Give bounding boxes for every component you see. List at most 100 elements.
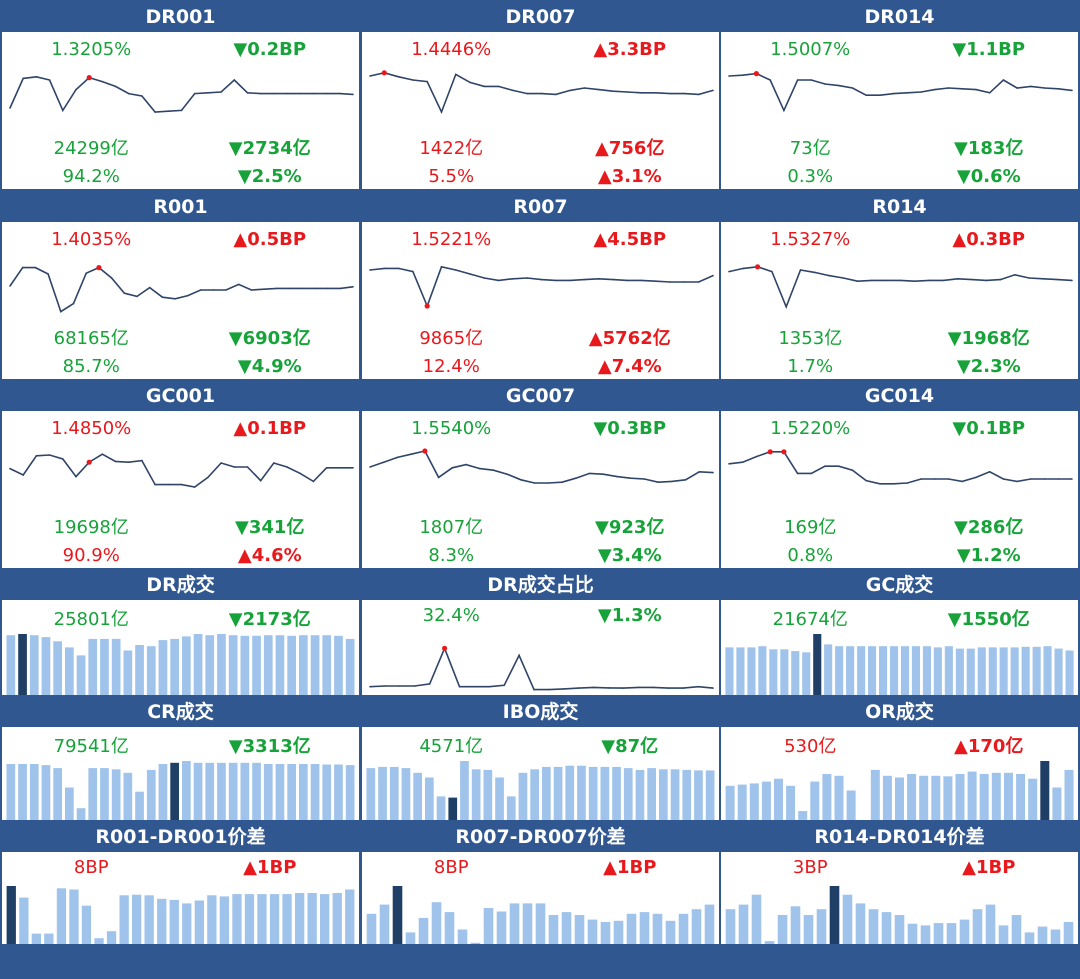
bar bbox=[682, 769, 692, 820]
bar bbox=[777, 915, 788, 944]
bar bbox=[890, 646, 899, 695]
volume-change: ▼2734亿 bbox=[228, 138, 311, 159]
bar bbox=[900, 646, 909, 695]
bar bbox=[345, 765, 355, 820]
bar bbox=[460, 761, 469, 820]
bar bbox=[244, 894, 255, 944]
bar bbox=[1021, 646, 1030, 695]
data-point bbox=[479, 467, 481, 470]
panel-dr001: DR001 1.3205% ▼0.2BP 24299亿 ▼2734亿 94.2% ▼2.5% bbox=[2, 2, 359, 189]
chart-r001 bbox=[9, 265, 354, 313]
bar bbox=[670, 769, 680, 820]
data-point bbox=[273, 92, 275, 95]
bar bbox=[665, 920, 676, 944]
bar bbox=[287, 635, 296, 695]
data-point bbox=[865, 94, 867, 96]
bar bbox=[834, 775, 844, 820]
rate-value: 1.5327% bbox=[770, 229, 851, 250]
data-point bbox=[961, 88, 963, 90]
bar bbox=[535, 903, 546, 944]
data-point-marker bbox=[422, 448, 428, 454]
data-point bbox=[167, 110, 170, 112]
data-point bbox=[697, 93, 700, 96]
main-value: 3BP bbox=[792, 857, 828, 878]
bar bbox=[193, 762, 203, 820]
data-point bbox=[506, 473, 508, 475]
data-point bbox=[246, 466, 249, 468]
panel-title: IBO成交 bbox=[362, 697, 719, 727]
data-point bbox=[597, 88, 600, 91]
data-point bbox=[497, 279, 500, 282]
bar bbox=[207, 895, 217, 944]
bar bbox=[334, 764, 343, 820]
rate-value: 1.5220% bbox=[770, 418, 851, 439]
bar bbox=[1011, 915, 1022, 944]
bar bbox=[65, 647, 74, 695]
data-point bbox=[771, 270, 773, 273]
bar bbox=[600, 766, 610, 820]
data-point bbox=[397, 267, 400, 270]
data-point bbox=[683, 92, 686, 95]
data-point bbox=[276, 287, 278, 290]
data-point bbox=[1056, 278, 1059, 281]
panel-title: GC014 bbox=[721, 381, 1078, 411]
bar bbox=[588, 766, 598, 820]
data-point bbox=[250, 289, 253, 291]
rate-value: 1.4035% bbox=[51, 229, 132, 250]
data-point bbox=[1016, 480, 1018, 483]
bar bbox=[100, 768, 109, 820]
bar bbox=[894, 915, 905, 944]
data-point bbox=[769, 79, 771, 81]
bar bbox=[322, 635, 332, 695]
data-point bbox=[934, 478, 936, 480]
data-point bbox=[961, 480, 963, 483]
data-point bbox=[667, 687, 670, 689]
data-point bbox=[865, 479, 867, 482]
data-point bbox=[440, 111, 443, 113]
volume-change: ▼286亿 bbox=[954, 517, 1024, 538]
bar bbox=[846, 646, 855, 695]
data-point bbox=[540, 92, 543, 95]
volume-value: 1422亿 bbox=[419, 138, 484, 159]
data-point bbox=[697, 685, 699, 688]
data-point bbox=[947, 478, 950, 480]
bar bbox=[991, 772, 1001, 820]
bar bbox=[29, 764, 39, 820]
bar bbox=[955, 774, 965, 820]
chart-cr-vol bbox=[6, 761, 355, 820]
data-point bbox=[114, 460, 117, 463]
bar bbox=[798, 811, 808, 820]
data-point bbox=[1002, 478, 1005, 480]
data-point bbox=[1042, 278, 1045, 280]
bar bbox=[332, 893, 342, 944]
bar-highlight bbox=[1040, 761, 1050, 820]
data-point bbox=[48, 454, 51, 456]
data-point bbox=[458, 685, 461, 688]
data-point bbox=[85, 272, 87, 274]
data-point bbox=[225, 289, 227, 291]
data-point bbox=[671, 480, 673, 483]
data-point bbox=[985, 279, 988, 282]
bar bbox=[530, 769, 539, 820]
data-point bbox=[1071, 478, 1073, 480]
bar bbox=[725, 909, 736, 944]
bar bbox=[240, 635, 250, 695]
data-point bbox=[920, 478, 922, 480]
bar bbox=[6, 764, 16, 820]
volume-change: ▼6903亿 bbox=[228, 328, 311, 349]
data-point bbox=[22, 474, 25, 476]
bar bbox=[907, 923, 918, 944]
main-change: ▲170亿 bbox=[954, 736, 1024, 757]
data-point bbox=[728, 75, 730, 77]
data-point bbox=[684, 479, 687, 481]
bar bbox=[144, 895, 154, 944]
volume-change: ▼923亿 bbox=[595, 517, 665, 538]
share-value: 94.2% bbox=[62, 166, 120, 187]
panel-r014: R014 1.5327% ▲0.3BP 1353亿 ▼1968亿 1.7% ▼2.3% bbox=[721, 192, 1078, 379]
series-line bbox=[9, 266, 354, 313]
bar bbox=[736, 647, 745, 695]
data-point bbox=[971, 278, 973, 281]
data-point bbox=[413, 685, 416, 687]
data-point bbox=[101, 453, 104, 455]
data-point bbox=[383, 267, 386, 270]
